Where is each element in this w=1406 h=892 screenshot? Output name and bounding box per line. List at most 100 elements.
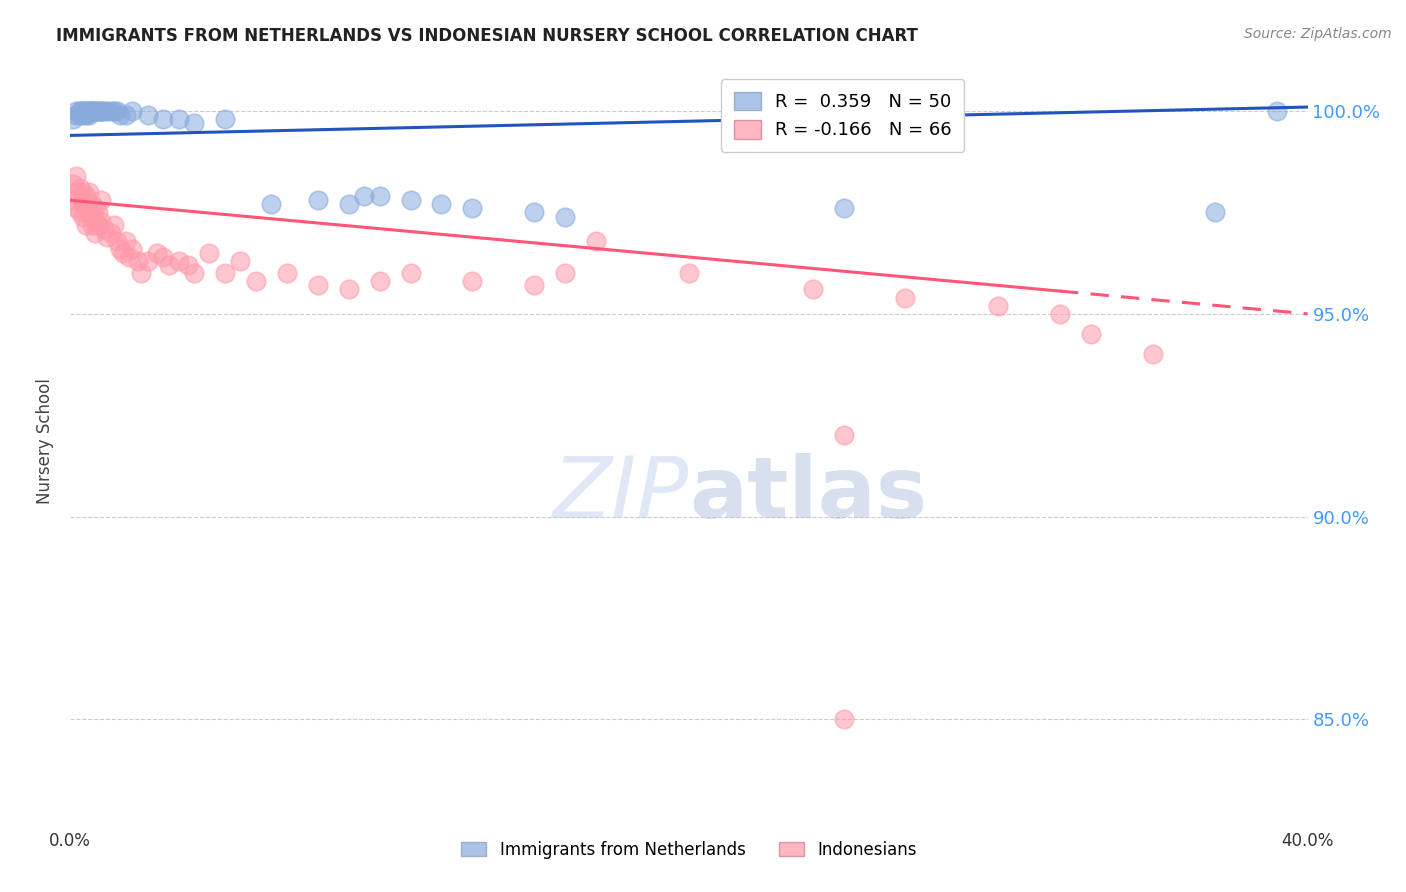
Point	[121, 104, 143, 119]
Text: 0.0%: 0.0%	[49, 832, 91, 850]
Point	[77, 108, 100, 122]
Point	[337, 283, 360, 297]
Point	[136, 254, 159, 268]
Point	[77, 104, 100, 119]
Point	[1265, 104, 1288, 119]
Point	[121, 242, 143, 256]
Point	[65, 185, 87, 199]
Point	[245, 274, 267, 288]
Point	[75, 202, 97, 216]
Point	[87, 218, 110, 232]
Point	[214, 266, 236, 280]
Point	[69, 104, 91, 119]
Point	[80, 218, 103, 232]
Text: 40.0%: 40.0%	[1281, 832, 1334, 850]
Point	[84, 104, 107, 119]
Point	[177, 258, 200, 272]
Point	[894, 291, 917, 305]
Point	[105, 234, 128, 248]
Point	[80, 104, 103, 119]
Point	[131, 266, 153, 280]
Point	[832, 202, 855, 216]
Point	[69, 181, 91, 195]
Point	[399, 194, 422, 208]
Point	[80, 104, 103, 119]
Point	[307, 278, 329, 293]
Point	[353, 189, 375, 203]
Point	[75, 104, 97, 119]
Point	[84, 226, 107, 240]
Point	[152, 250, 174, 264]
Point	[90, 104, 112, 119]
Point	[337, 197, 360, 211]
Point	[167, 112, 190, 127]
Point	[183, 116, 205, 130]
Point	[461, 274, 484, 288]
Point	[87, 104, 110, 119]
Point	[523, 205, 546, 219]
Point	[115, 234, 138, 248]
Point	[93, 104, 115, 119]
Point	[84, 213, 107, 227]
Point	[108, 242, 131, 256]
Point	[183, 266, 205, 280]
Point	[75, 218, 97, 232]
Point	[276, 266, 298, 280]
Point	[585, 234, 607, 248]
Point	[103, 218, 125, 232]
Text: Source: ZipAtlas.com: Source: ZipAtlas.com	[1244, 27, 1392, 41]
Point	[1080, 327, 1102, 342]
Point	[1142, 347, 1164, 361]
Point	[260, 197, 283, 211]
Point	[100, 104, 122, 119]
Point	[152, 112, 174, 127]
Point	[1204, 205, 1226, 219]
Point	[146, 246, 169, 260]
Point	[65, 169, 87, 183]
Point	[307, 194, 329, 208]
Point	[229, 254, 252, 268]
Y-axis label: Nursery School: Nursery School	[37, 378, 55, 505]
Point	[105, 104, 128, 119]
Text: ZIP: ZIP	[553, 453, 689, 536]
Point	[77, 185, 100, 199]
Point	[832, 428, 855, 442]
Point	[399, 266, 422, 280]
Point	[136, 108, 159, 122]
Point	[108, 108, 131, 122]
Point	[80, 197, 103, 211]
Point	[167, 254, 190, 268]
Point	[77, 104, 100, 119]
Point	[65, 202, 87, 216]
Point	[72, 104, 94, 119]
Point	[157, 258, 180, 272]
Point	[72, 210, 94, 224]
Point	[69, 108, 91, 122]
Point	[115, 108, 138, 122]
Point	[90, 194, 112, 208]
Point	[72, 185, 94, 199]
Point	[90, 213, 112, 227]
Point	[80, 210, 103, 224]
Point	[65, 104, 87, 119]
Point	[832, 712, 855, 726]
Point	[87, 205, 110, 219]
Point	[93, 221, 115, 235]
Point	[103, 104, 125, 119]
Point	[678, 266, 700, 280]
Point	[461, 202, 484, 216]
Point	[554, 210, 576, 224]
Text: IMMIGRANTS FROM NETHERLANDS VS INDONESIAN NURSERY SCHOOL CORRELATION CHART: IMMIGRANTS FROM NETHERLANDS VS INDONESIA…	[56, 27, 918, 45]
Point	[96, 229, 118, 244]
Point	[554, 266, 576, 280]
Point	[111, 246, 134, 260]
Point	[100, 226, 122, 240]
Point	[118, 250, 141, 264]
Legend: Immigrants from Netherlands, Indonesians: Immigrants from Netherlands, Indonesians	[454, 834, 924, 865]
Point	[77, 205, 100, 219]
Point	[69, 104, 91, 119]
Point	[1049, 307, 1071, 321]
Point	[62, 177, 84, 191]
Point	[84, 104, 107, 119]
Point	[72, 108, 94, 122]
